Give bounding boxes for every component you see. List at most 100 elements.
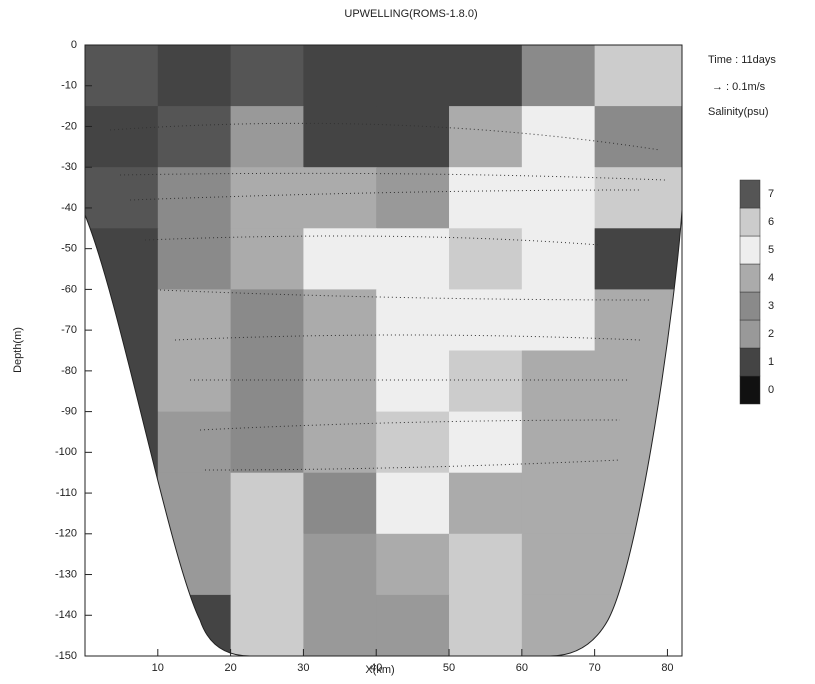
cell: [157, 350, 232, 413]
colorbar-label: 2: [768, 328, 774, 340]
annotation: Time : 11days: [708, 54, 776, 66]
cell: [157, 533, 232, 596]
cell: [303, 289, 377, 351]
y-tick-label: -100: [55, 446, 77, 458]
cell: [594, 350, 682, 413]
cell: [521, 228, 596, 290]
colorbar-swatch: [739, 263, 761, 293]
colorbar-label: Salinity(psu): [708, 106, 769, 118]
y-axis-label: Depth(m): [12, 327, 24, 373]
x-axis-label: X(km): [365, 664, 394, 676]
x-tick-label: 60: [516, 662, 528, 674]
colorbar-swatch: [739, 207, 761, 237]
cell: [230, 594, 304, 656]
cell: [376, 472, 450, 535]
cell: [521, 106, 596, 168]
cell: [449, 472, 523, 535]
cell: [230, 106, 304, 168]
cell: [521, 594, 596, 656]
y-tick-label: -80: [61, 365, 77, 377]
cell: [521, 167, 596, 229]
cell: [594, 411, 682, 474]
cell: [521, 411, 596, 474]
cell: [157, 594, 232, 656]
cell: [594, 594, 682, 656]
colorbar-swatch: [739, 375, 761, 405]
cell: [376, 45, 450, 107]
colorbar-swatch: [739, 347, 761, 377]
sigma-levels: [109, 122, 666, 471]
cell: [449, 411, 523, 474]
cell: [85, 106, 159, 168]
cell: [230, 167, 304, 229]
x-tick-label: 10: [152, 662, 164, 674]
cell: [85, 594, 159, 656]
cell: [157, 228, 232, 290]
cell: [303, 472, 377, 535]
field: [85, 45, 682, 656]
cell: [85, 45, 159, 107]
y-tick-label: -130: [55, 568, 77, 580]
y-tick-label: -90: [61, 406, 77, 418]
cell: [303, 411, 377, 474]
colorbar-label: 7: [768, 188, 774, 200]
cell: [376, 594, 450, 656]
cell: [157, 45, 232, 107]
y-tick-label: -120: [55, 528, 77, 540]
y-tick-label: -30: [61, 161, 77, 173]
cell: [449, 106, 523, 168]
cell: [449, 289, 523, 351]
y-tick-label: -20: [61, 120, 77, 132]
chart-title: UPWELLING(ROMS-1.8.0): [344, 8, 477, 20]
colorbar-swatch: [739, 319, 761, 349]
cell: [85, 289, 159, 351]
y-tick-label: -70: [61, 324, 77, 336]
y-tick-label: -110: [56, 487, 77, 499]
cell: [594, 228, 682, 290]
x-tick-label: 70: [589, 662, 601, 674]
y-tick-label: -150: [55, 650, 77, 662]
plot-frame: [84, 44, 683, 657]
cell: [594, 106, 682, 168]
cell: [85, 411, 159, 474]
annotation: → : 0.1m/s: [712, 81, 766, 93]
cell: [230, 289, 304, 351]
cell: [449, 45, 523, 107]
x-tick-label: 50: [443, 662, 455, 674]
cell: [85, 350, 159, 413]
cell: [449, 533, 523, 596]
cell: [85, 167, 159, 229]
cell: [521, 45, 596, 107]
cell: [157, 472, 232, 535]
cell: [85, 533, 159, 596]
cell: [157, 411, 232, 474]
cell: [85, 472, 159, 535]
cell: [594, 472, 682, 535]
colorbar-label: 5: [768, 244, 774, 256]
x-tick-label: 40: [370, 662, 382, 674]
cell: [157, 289, 232, 351]
cell: [376, 106, 450, 168]
cell: [303, 45, 377, 107]
cell: [521, 533, 596, 596]
x-tick-label: 30: [297, 662, 309, 674]
cell: [230, 350, 304, 413]
y-tick-label: -40: [61, 202, 77, 214]
colorbar-label: 4: [768, 272, 774, 284]
colorbar-swatch: [739, 235, 761, 265]
cell: [594, 289, 682, 351]
cell: [594, 533, 682, 596]
cell: [594, 167, 682, 229]
cell: [521, 350, 596, 413]
cell: [230, 533, 304, 596]
colorbar-label: 1: [768, 356, 774, 368]
cell: [521, 289, 596, 351]
y-tick-label: -60: [61, 283, 77, 295]
cell: [303, 106, 377, 168]
cell: [303, 594, 377, 656]
cell: [230, 45, 304, 107]
colorbar-label: 3: [768, 300, 774, 312]
cell: [449, 228, 523, 290]
x-tick-label: 20: [224, 662, 236, 674]
